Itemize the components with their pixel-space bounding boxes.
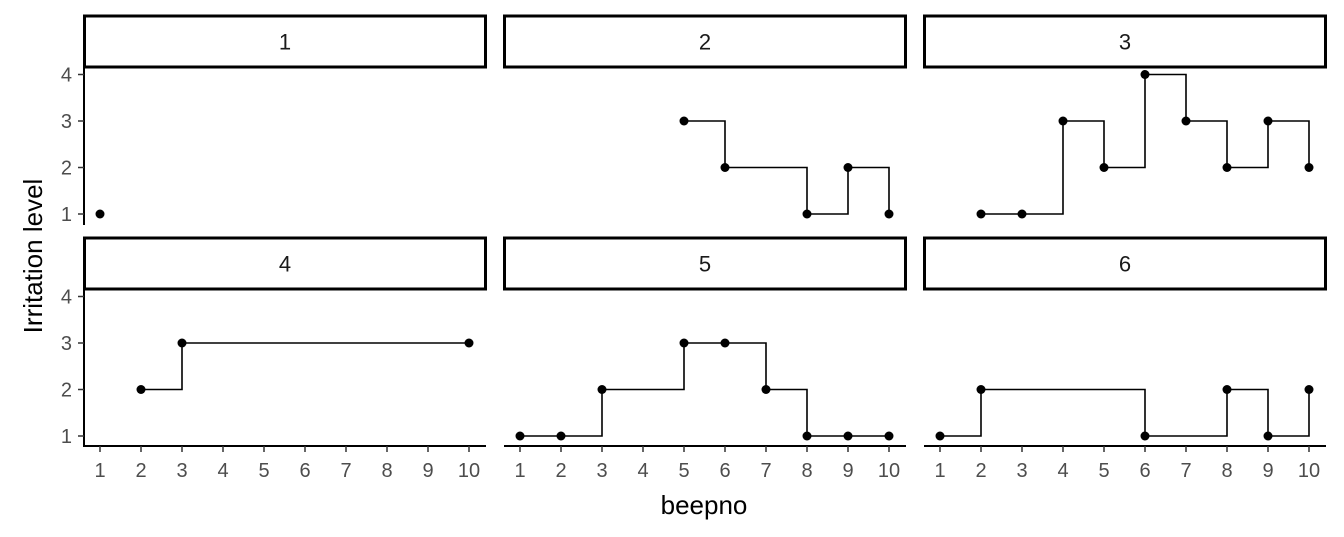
series-step-line [940,388,1310,437]
data-point [1304,385,1314,394]
x-tick-label: 10 [458,460,480,482]
x-tick-label: 3 [1016,460,1027,482]
facet-panel-6: 6 1 2 3 4 5 6 7 8 9 10 [923,236,1327,482]
data-point [1181,116,1191,126]
data-point [679,116,689,126]
data-point [1263,431,1273,441]
x-axis-title: beepno [661,490,748,520]
data-point [802,209,812,219]
x-tick-label: 3 [176,460,187,482]
x-tick-label: 2 [135,460,146,482]
data-point [843,163,853,172]
x-tick-label: 8 [381,460,392,482]
strip-box [83,236,487,291]
strip-box [503,14,907,69]
data-point [976,385,986,394]
x-tick-label: 1 [934,460,945,482]
facet-panel-5: 5 1 2 3 4 5 6 7 8 9 10 [503,236,907,482]
y-tick-label: 3 [61,111,72,133]
data-point [1222,385,1232,394]
x-tick-label: 7 [340,460,351,482]
data-point [884,431,894,441]
y-tick-label: 3 [61,333,72,355]
series-step-line [684,120,890,215]
x-tick-label: 9 [422,460,433,482]
data-point [1099,163,1109,172]
data-point [720,163,730,172]
x-tick-label: 4 [1057,460,1068,482]
x-tick-label: 7 [1180,460,1191,482]
data-point [976,209,986,219]
x-tick-label: 1 [514,460,525,482]
x-tick-label: 10 [1298,460,1320,482]
strip-box [923,14,1327,69]
x-tick-label: 9 [1262,460,1273,482]
strip-box [83,14,487,69]
data-point [761,385,771,394]
strip-label: 2 [699,30,711,55]
x-tick-label: 8 [1221,460,1232,482]
strip-box [503,236,907,291]
x-tick-label: 4 [637,460,648,482]
data-point [515,431,525,441]
strip-label: 5 [699,252,711,277]
y-tick-label: 1 [61,426,72,448]
facet-panel-2: 2 [503,14,907,219]
x-tick-label: 6 [299,460,310,482]
facet-panel-4: 4 1 2 3 4 1 2 3 4 5 6 7 8 9 10 [61,236,487,482]
data-point [556,431,566,441]
data-point [1017,209,1027,219]
x-tick-label: 8 [801,460,812,482]
data-point [1140,70,1150,79]
strip-label: 4 [279,252,291,277]
y-axis-title: Irritation level [18,179,48,334]
data-point [1304,163,1314,172]
data-point [464,338,474,348]
y-tick-label: 2 [61,158,72,180]
y-tick-label: 1 [61,204,72,226]
x-tick-label: 7 [760,460,771,482]
x-tick-label: 9 [842,460,853,482]
data-point [1058,116,1068,126]
strip-label: 3 [1119,30,1131,55]
x-tick-label: 3 [596,460,607,482]
x-tick-label: 5 [1098,460,1109,482]
data-point [843,431,853,441]
data-point [935,431,945,441]
data-point [1140,431,1150,441]
data-point [884,209,894,219]
data-point [720,338,730,348]
strip-label: 1 [279,30,291,55]
data-point [136,385,146,394]
x-tick-label: 5 [258,460,269,482]
data-point [1222,163,1232,172]
data-point [802,431,812,441]
strip-label: 6 [1119,252,1131,277]
y-tick-label: 4 [61,65,72,87]
data-point [1263,116,1273,126]
x-tick-label: 10 [878,460,900,482]
series-step-line [520,342,889,437]
x-tick-label: 2 [555,460,566,482]
data-point [597,385,607,394]
y-tick-label: 2 [61,380,72,402]
facet-panel-3: 3 [923,14,1327,219]
x-tick-label: 6 [719,460,730,482]
facet-panel-1: 1 1 2 3 4 [61,14,487,226]
x-tick-label: 6 [1139,460,1150,482]
data-point [177,338,187,348]
x-tick-label: 5 [678,460,689,482]
strip-box [923,236,1327,291]
x-tick-label: 2 [975,460,986,482]
series-step-line [141,342,469,391]
series-step-line [981,73,1310,215]
x-tick-label: 1 [94,460,105,482]
data-point [95,209,105,219]
x-tick-label: 4 [217,460,228,482]
data-point [679,338,689,348]
y-tick-label: 4 [61,287,72,309]
